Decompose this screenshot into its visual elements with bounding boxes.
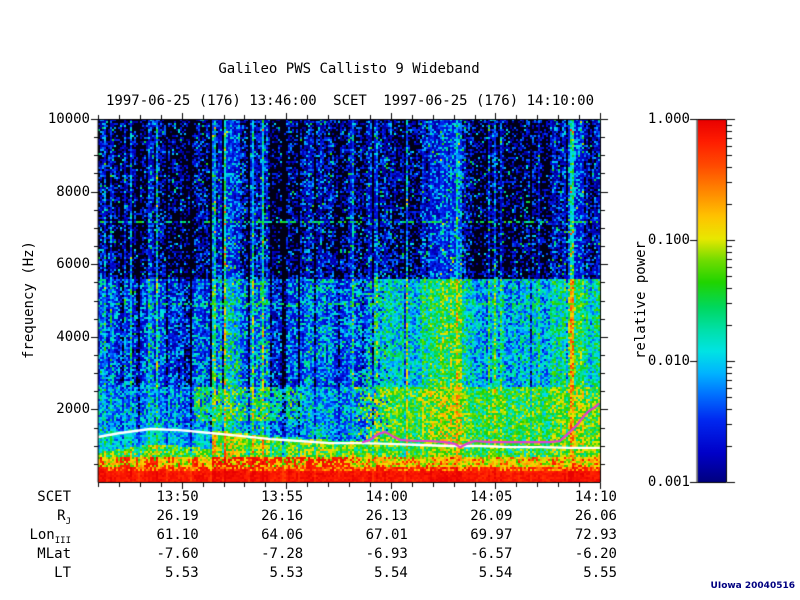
ephemeris-value: -6.20 [574,546,617,562]
scet-time-label: 14:05 [470,489,513,505]
end-time-label: 1997-06-25 (176) 14:10:00 [383,93,594,109]
ephemeris-value: 5.53 [164,565,199,581]
ephemeris-value: -6.93 [365,546,408,562]
ephemeris-value: 26.09 [470,508,513,524]
ephemeris-value: 67.01 [365,527,408,543]
y-tick-label: 4000 [56,328,90,345]
scet-time-label: 13:50 [156,489,199,505]
ephemeris-row-label-lt: LT [54,565,71,581]
colorbar-tick-label: 0.010 [647,353,690,369]
ephemeris-row-label-r: RJ [57,508,71,527]
y-tick-label: 6000 [56,256,90,273]
ephemeris-value: 69.97 [470,527,513,543]
ephemeris-row-label-mlat: MLat [37,546,71,562]
colorbar-label: relative power [633,241,649,360]
ephemeris-value: 26.16 [261,508,304,524]
ephemeris-value: 26.19 [156,508,199,524]
scet-time-label: 14:10 [574,489,617,505]
ephemeris-value: 72.93 [574,527,617,543]
colorbar-tick-label: 0.001 [647,474,690,490]
scet-time-label: 14:00 [365,489,408,505]
plot-title: Galileo PWS Callisto 9 Wideband [218,61,480,77]
y-tick-label: 10000 [47,111,90,127]
y-tick-label: 8000 [56,183,90,200]
time-range-header: 1997-06-25 (176) 13:46:00 SCET 1997-06-2… [100,93,600,109]
y-tick-label: 2000 [56,401,90,418]
ephemeris-value: 5.53 [269,565,304,581]
ephemeris-value: 64.06 [261,527,304,543]
ephemeris-row-label-lon: LonIII [29,527,71,546]
ephemeris-value: -7.28 [261,546,304,562]
start-time-label: 1997-06-25 (176) 13:46:00 [106,93,317,109]
colorbar-tick-label: 0.100 [647,232,690,248]
y-axis-label: frequency (Hz) [21,241,37,360]
ephemeris-row-label-scet: SCET [37,489,71,505]
ephemeris-value: 26.13 [365,508,408,524]
ephemeris-value: 5.55 [583,565,617,581]
colorbar-tick-label: 1.000 [647,111,690,127]
ephemeris-value: -7.60 [156,546,199,562]
scet-axis-label: SCET [333,93,367,109]
watermark: UIowa 20040516 [710,581,795,591]
scet-time-label: 13:55 [261,489,304,505]
ephemeris-value: 5.54 [374,565,408,581]
ephemeris-value: 26.06 [574,508,617,524]
ephemeris-value: -6.57 [470,546,513,562]
ephemeris-value: 61.10 [156,527,199,543]
ephemeris-value: 5.54 [478,565,513,581]
